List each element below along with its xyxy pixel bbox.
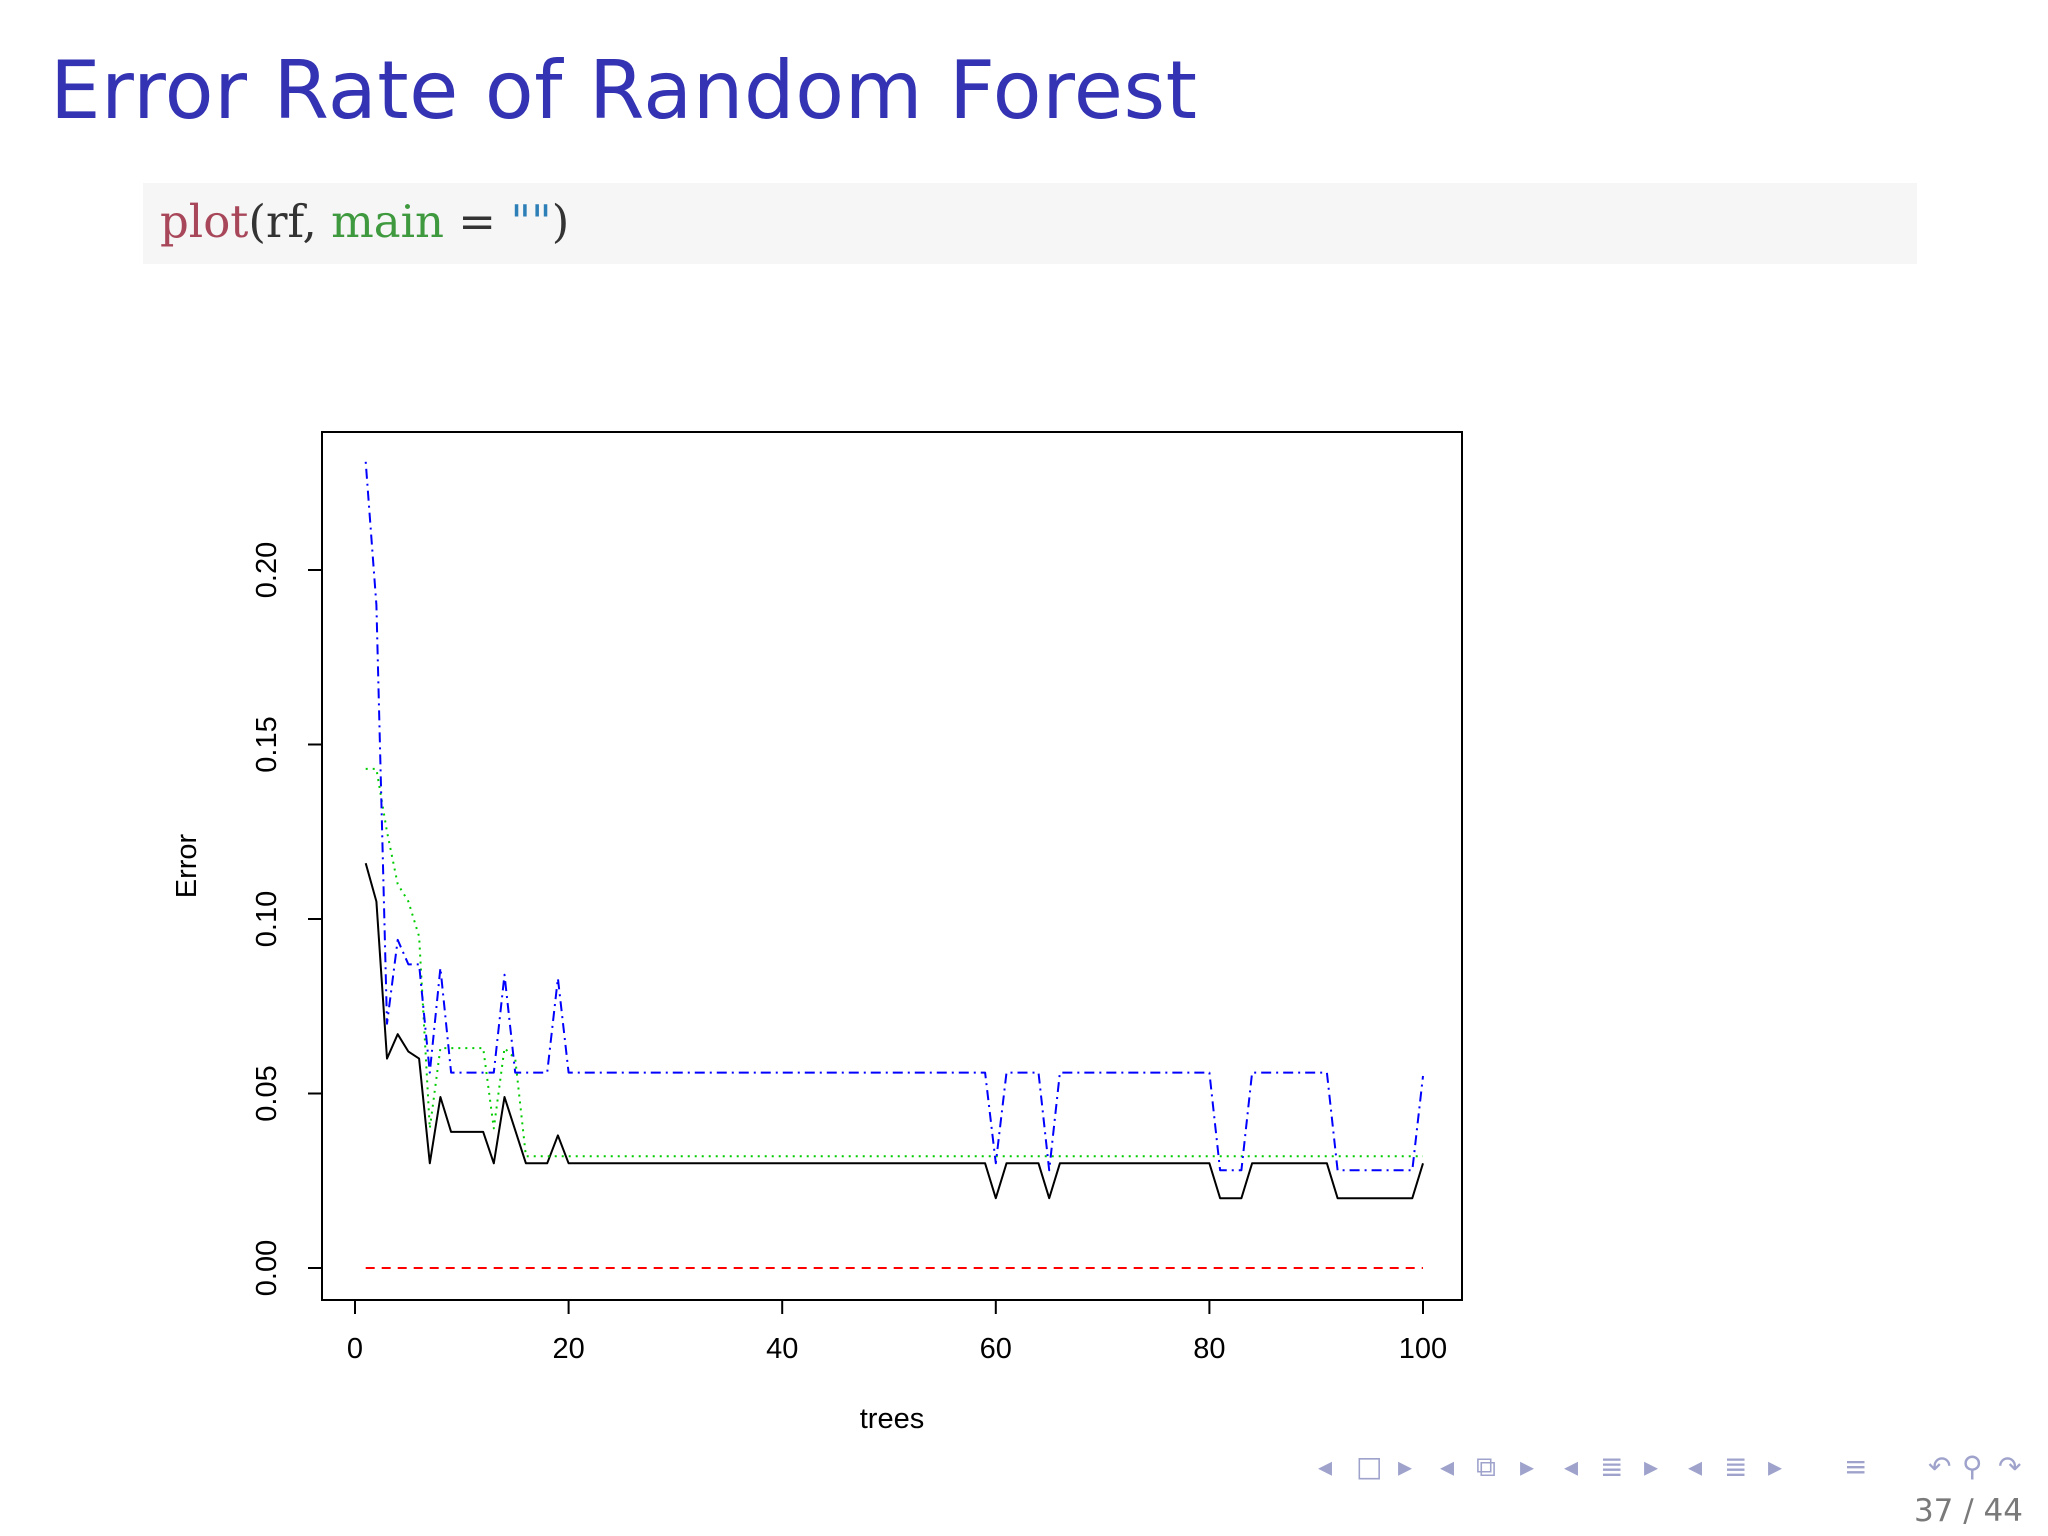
y-tick-label: 0.20: [251, 542, 283, 598]
align-icon[interactable]: ≡: [1844, 1450, 1868, 1483]
code-string: "": [510, 195, 552, 248]
series-line-3: [365, 767, 1423, 1158]
plot-frame: [321, 431, 1463, 1301]
nav-subsection-next-icon[interactable]: ▸: [1520, 1450, 1535, 1483]
nav-section-next-icon[interactable]: ▸: [1644, 1450, 1659, 1483]
series-line-4: [364, 461, 1424, 1172]
code-argument: main: [331, 195, 444, 248]
x-tick-label: 40: [766, 1333, 798, 1365]
x-tick-label: 0: [347, 1333, 363, 1365]
code-object: rf: [265, 195, 303, 248]
code-comma: ,: [302, 195, 332, 248]
series-line-1: [364, 862, 1424, 1200]
y-tick-label: 0.15: [251, 716, 283, 772]
section-icon[interactable]: ≣: [1600, 1450, 1624, 1483]
nav-frame-prev-icon[interactable]: ◂: [1318, 1450, 1333, 1483]
undo-icon[interactable]: ↶: [1928, 1450, 1952, 1483]
page-number: 37 / 44: [1913, 1493, 2023, 1529]
code-block: plot(rf, main = ""): [143, 183, 1917, 264]
frame-icon[interactable]: □: [1356, 1450, 1383, 1483]
x-axis: 0 20 40 60 80 100: [347, 1299, 1447, 1365]
code-paren-close: ): [551, 195, 570, 248]
x-tick-label: 20: [552, 1333, 584, 1365]
subsection-icon[interactable]: ⧉: [1476, 1450, 1496, 1483]
nav-list-prev-icon[interactable]: ◂: [1688, 1450, 1703, 1483]
code-paren-open: (: [248, 195, 266, 248]
x-tick-label: 100: [1399, 1333, 1447, 1365]
series-layer: [364, 461, 1424, 1269]
redo-icon[interactable]: ↷: [1998, 1450, 2022, 1483]
code-equals: =: [443, 195, 511, 248]
code-line: plot(rf, main = ""): [160, 195, 569, 248]
x-tick-label: 80: [1193, 1333, 1225, 1365]
nav-section-prev-icon[interactable]: ◂: [1564, 1450, 1579, 1483]
x-tick-label: 60: [980, 1333, 1012, 1365]
nav-list-next-icon[interactable]: ▸: [1768, 1450, 1783, 1483]
search-icon[interactable]: ⚲: [1962, 1450, 1983, 1483]
y-axis: 0.00 0.05 0.10 0.15 0.20: [251, 542, 323, 1296]
list-icon[interactable]: ≣: [1724, 1450, 1748, 1483]
y-tick-label: 0.05: [251, 1065, 283, 1121]
y-tick-label: 0.10: [251, 891, 283, 947]
slide-title: Error Rate of Random Forest: [50, 44, 1198, 137]
y-axis-label: Error: [171, 833, 203, 898]
x-axis-label: trees: [860, 1403, 924, 1435]
beamer-navigation: ◂ □ ▸ ◂ ⧉ ▸ ◂ ≣ ▸ ◂ ≣ ▸ ≡ ↶ ⚲ ↷: [1318, 1450, 2042, 1490]
y-tick-label: 0.00: [251, 1240, 283, 1296]
code-function: plot: [160, 195, 249, 248]
nav-frame-next-icon[interactable]: ▸: [1398, 1450, 1413, 1483]
nav-subsection-prev-icon[interactable]: ◂: [1440, 1450, 1455, 1483]
